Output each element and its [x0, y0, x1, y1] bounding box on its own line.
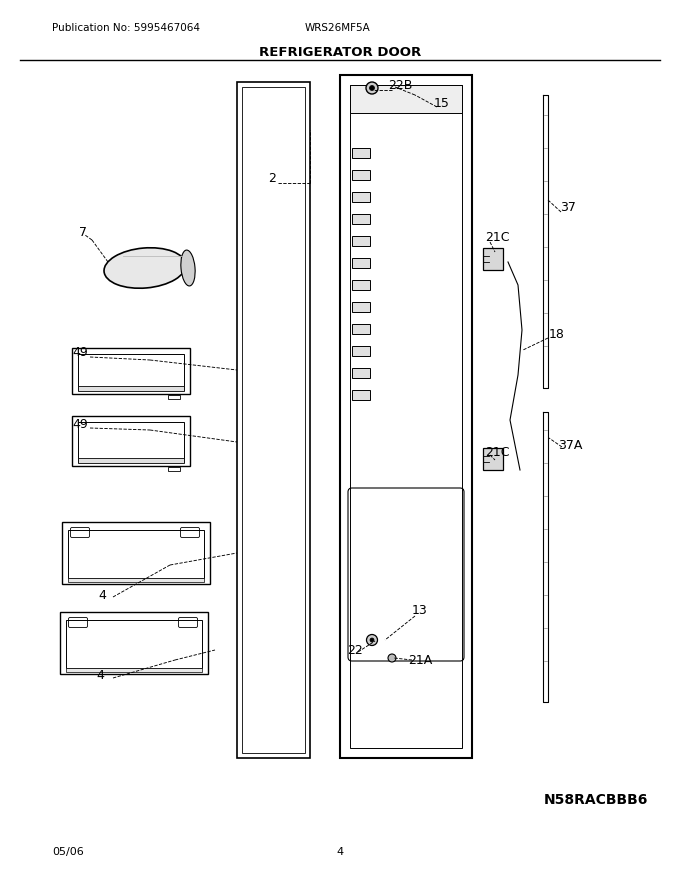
Bar: [78, 458, 184, 463]
Text: 05/06: 05/06: [52, 847, 84, 857]
Bar: [72, 348, 190, 394]
Circle shape: [366, 82, 378, 94]
Text: 4: 4: [337, 847, 343, 857]
Text: 4: 4: [96, 669, 104, 681]
Circle shape: [369, 85, 375, 91]
Text: 49: 49: [72, 346, 88, 358]
Text: 21A: 21A: [408, 654, 432, 666]
Bar: [352, 214, 370, 224]
Text: 37A: 37A: [558, 438, 582, 451]
Bar: [352, 170, 370, 180]
Bar: [68, 578, 204, 582]
Text: REFRIGERATOR DOOR: REFRIGERATOR DOOR: [259, 46, 421, 58]
Circle shape: [367, 634, 377, 646]
Text: N58RACBBB6: N58RACBBB6: [544, 793, 648, 807]
Circle shape: [388, 654, 396, 662]
Bar: [352, 148, 370, 158]
Bar: [78, 386, 184, 391]
Bar: [60, 612, 208, 674]
Bar: [352, 368, 370, 378]
Circle shape: [370, 638, 374, 642]
Bar: [68, 530, 204, 578]
Bar: [350, 85, 462, 748]
Bar: [168, 467, 180, 471]
Bar: [352, 302, 370, 312]
Bar: [483, 248, 503, 270]
Bar: [352, 390, 370, 400]
Bar: [78, 354, 184, 390]
Text: 22B: 22B: [388, 78, 412, 92]
Text: 21C: 21C: [485, 231, 509, 244]
Text: 18: 18: [549, 327, 565, 341]
Bar: [66, 620, 202, 668]
Bar: [352, 258, 370, 268]
Bar: [62, 522, 210, 584]
Text: Publication No: 5995467064: Publication No: 5995467064: [52, 23, 200, 33]
Text: 4: 4: [98, 589, 106, 602]
Bar: [352, 280, 370, 290]
Bar: [352, 346, 370, 356]
Text: 2: 2: [268, 172, 276, 185]
Bar: [242, 87, 305, 753]
Bar: [72, 416, 190, 466]
Bar: [78, 422, 184, 462]
Bar: [352, 192, 370, 202]
Bar: [352, 236, 370, 246]
Bar: [483, 448, 503, 470]
Text: 37: 37: [560, 201, 576, 214]
Text: 13: 13: [412, 604, 428, 617]
Bar: [352, 324, 370, 334]
Ellipse shape: [181, 250, 195, 286]
Text: 22: 22: [347, 643, 363, 656]
Text: 49: 49: [72, 417, 88, 430]
Text: WRS26MF5A: WRS26MF5A: [305, 23, 371, 33]
Bar: [66, 668, 202, 672]
Bar: [340, 75, 472, 758]
Bar: [168, 395, 180, 399]
Bar: [350, 85, 462, 113]
Text: 7: 7: [79, 225, 87, 238]
Bar: [237, 82, 310, 758]
Text: 15: 15: [434, 97, 450, 109]
Text: 21C: 21C: [485, 445, 509, 458]
Ellipse shape: [104, 248, 186, 289]
